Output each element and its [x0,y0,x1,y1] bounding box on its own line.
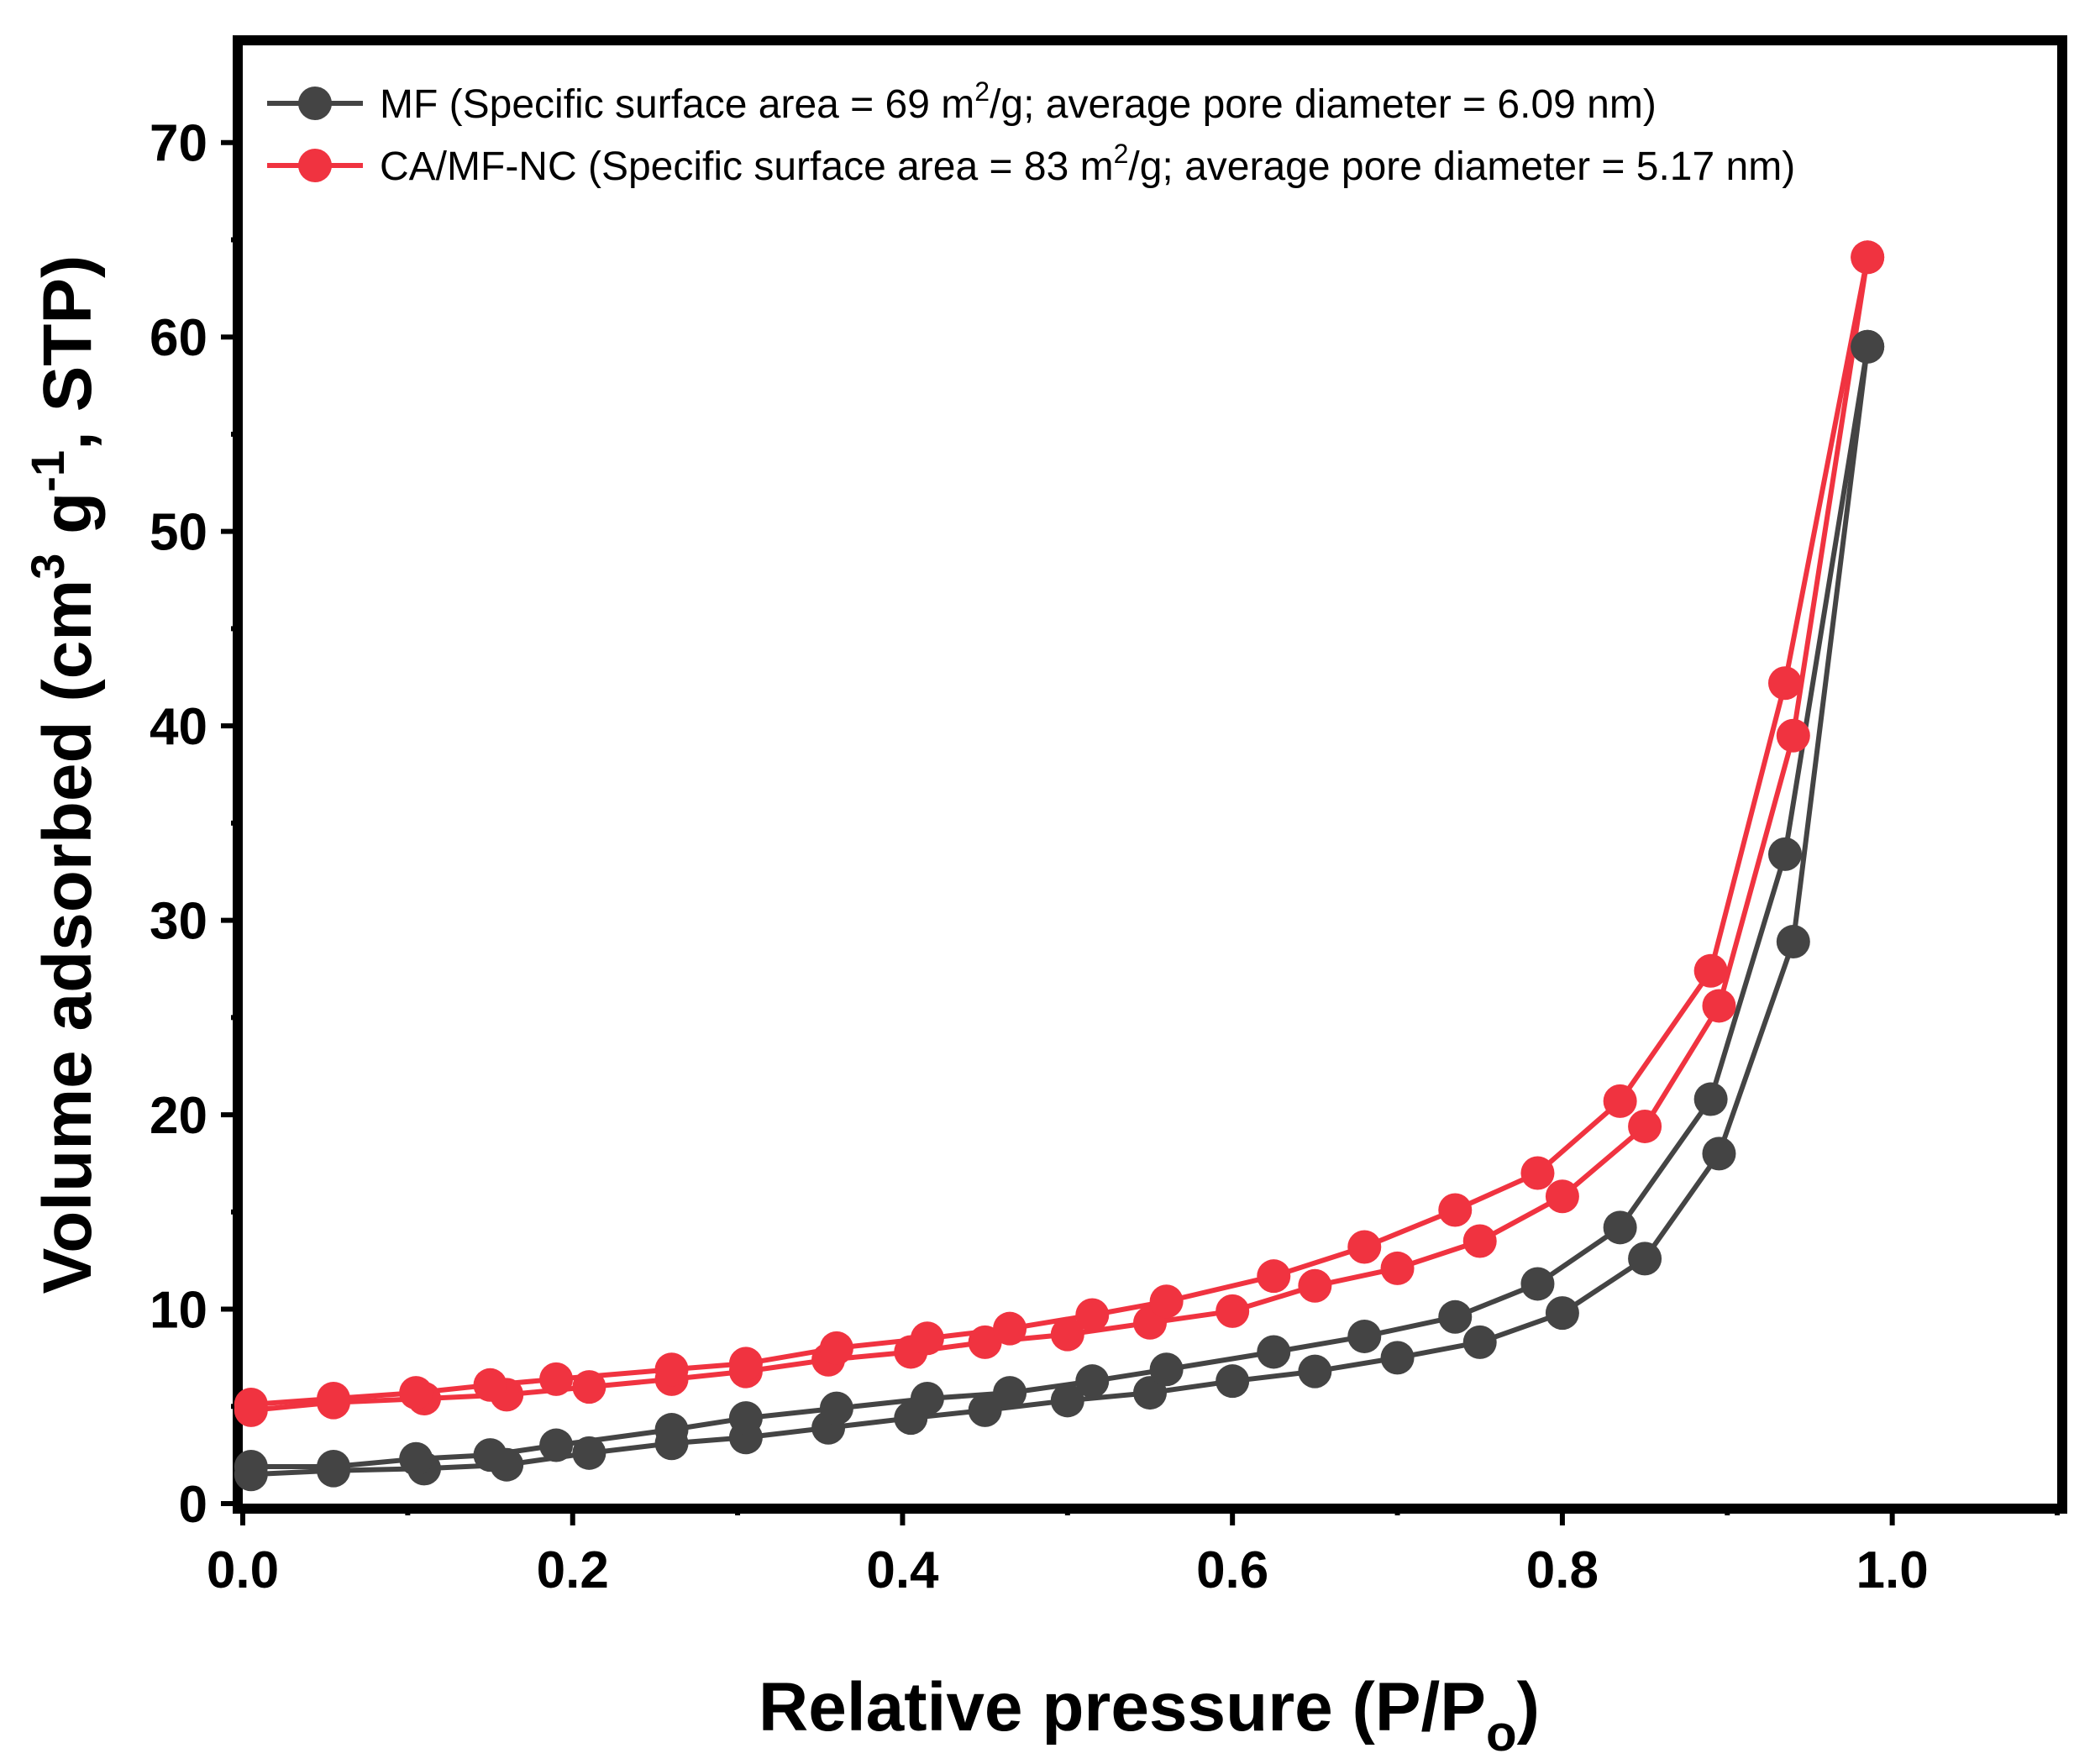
y-tick-label: 30 [150,893,207,951]
x-tick-label: 0.0 [207,1541,279,1599]
ca-mf-nc-desorption-point [993,1311,1027,1346]
mf-desorption-point [1768,837,1802,871]
y-tick-label: 50 [150,504,207,562]
ca-mf-nc-desorption-point [317,1382,350,1416]
ca-mf-nc-desorption-point [1149,1284,1184,1319]
ca-mf-nc-adsorption-point [1628,1109,1662,1143]
mf-desorption-point [1851,329,1885,364]
mf-adsorption-point [1628,1242,1662,1276]
x-axis-title: Relative pressure (P/Po) [759,1669,1540,1761]
legend-marker-ca-mf-nc [298,149,332,182]
ca-mf-nc-desorption-point [1520,1156,1555,1190]
axis-ticks [221,139,2060,1525]
mf-desorption-point [473,1438,507,1473]
ca-mf-nc-desorption-point [1075,1298,1110,1332]
ca-mf-nc-desorption-point [1768,666,1802,701]
tick-labels: 0.0 0.2 0.4 0.6 0.8 1.0 0 10 20 30 40 50 60 70 [150,115,1929,1599]
mf-desorption-line [250,346,1871,1469]
mf-desorption-point [1438,1299,1473,1334]
mf-desorption-point [728,1401,763,1436]
legend-label-mf: MF (Specific surface area = 69 m2/g; ave… [380,76,1657,127]
ca-mf-nc-adsorption-point [1298,1268,1332,1303]
x-tick-label: 1.0 [1856,1541,1929,1599]
mf-desorption-point [539,1428,574,1462]
ca-mf-nc-desorption-point [1257,1259,1291,1294]
mf-adsorption-point [1702,1137,1736,1171]
mf-desorption-point [234,1450,268,1484]
ca-mf-nc-desorption-point [728,1347,763,1381]
mf-desorption-point [399,1441,433,1476]
ca-mf-nc-desorption-point [1851,240,1885,275]
ca-mf-nc-adsorption-point [1216,1294,1250,1328]
legend-marker-mf [298,87,332,120]
y-tick-label: 0 [179,1476,207,1534]
mf-adsorption-point [1133,1376,1167,1410]
mf-desorption-point [1257,1335,1291,1369]
mf-desorption-point [1149,1352,1184,1387]
ca-mf-nc-adsorption-point [1545,1179,1579,1214]
plot-frame [233,35,2067,1514]
mf-adsorption-point [1776,925,1810,959]
ca-mf-nc-adsorption-point [1380,1251,1415,1285]
series-layer [234,240,1885,1492]
y-tick-label: 60 [150,309,207,367]
x-tick-label: 0.8 [1526,1541,1599,1599]
mf-desorption-point [1603,1210,1637,1245]
mf-adsorption-point [968,1393,1002,1427]
mf-desorption-point [910,1382,944,1416]
mf-adsorption-point [1050,1383,1084,1418]
mf-desorption-point [1520,1267,1555,1301]
mf-desorption-point [654,1413,689,1447]
mf-adsorption-point [1298,1354,1332,1389]
ca-mf-nc-desorption-point [910,1321,944,1356]
mf-desorption-point [819,1391,853,1425]
ca-mf-nc-desorption-point [473,1368,507,1402]
ca-mf-nc-desorption-point [819,1331,853,1365]
ca-mf-nc-adsorption-point [572,1370,606,1404]
y-axis-title: Volume adsorbed (cm3 g-1, STP) [21,255,106,1294]
mf-desorption-point [317,1450,350,1484]
y-tick-label: 40 [150,698,207,756]
mf-desorption-point [1693,1082,1728,1116]
ca-mf-nc-desorption-point [1603,1084,1637,1118]
legend: MF (Specific surface area = 69 m2/g; ave… [267,76,1795,189]
ca-mf-nc-desorption-point [1438,1193,1473,1227]
ca-mf-nc-desorption-point [399,1376,433,1410]
ca-mf-nc-desorption-point [1693,953,1728,988]
mf-adsorption-point [1462,1325,1497,1359]
mf-adsorption-point [1380,1341,1415,1375]
ca-mf-nc-adsorption-point [1050,1317,1084,1352]
mf-adsorption-line [250,346,1871,1478]
mf-adsorption-point [1216,1364,1250,1399]
y-tick-label: 10 [150,1282,207,1340]
ca-mf-nc-desorption-point [1347,1230,1382,1264]
mf-desorption-point [993,1376,1027,1410]
ca-mf-nc-adsorption-point [968,1325,1002,1359]
ca-mf-nc-desorption-point [539,1362,574,1396]
y-tick-label: 70 [150,115,207,173]
ca-mf-nc-desorption-point [234,1387,268,1421]
ca-mf-nc-adsorption-point [1462,1224,1497,1258]
y-tick-label: 20 [150,1087,207,1145]
x-tick-label: 0.6 [1196,1541,1268,1599]
ca-mf-nc-adsorption-point [1702,989,1736,1023]
mf-desorption-point [1075,1364,1110,1399]
x-tick-label: 0.4 [866,1541,939,1599]
mf-desorption-point [1347,1319,1382,1353]
ca-mf-nc-desorption-point [654,1352,689,1387]
x-tick-label: 0.2 [537,1541,609,1599]
mf-adsorption-point [572,1436,606,1470]
mf-adsorption-point [1545,1296,1579,1331]
legend-label-ca-mf-nc: CA/MF-NC (Specific surface area = 83 m2/… [380,139,1795,189]
ca-mf-nc-adsorption-point [1776,718,1810,753]
